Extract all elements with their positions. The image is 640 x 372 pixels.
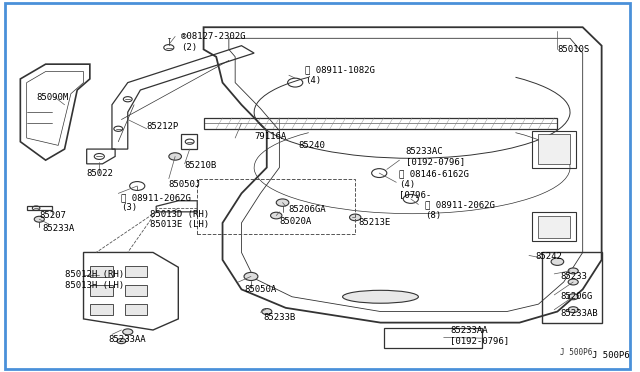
Text: Ⓢ 08146-6162G
(4)
[0796-: Ⓢ 08146-6162G (4) [0796- — [399, 169, 469, 199]
Circle shape — [271, 212, 282, 219]
Text: 85233: 85233 — [561, 272, 588, 281]
Text: Ⓝ 08911-2062G
(3): Ⓝ 08911-2062G (3) — [122, 193, 191, 212]
Bar — [125, 304, 147, 315]
Text: 85233AA
[0192-0796]: 85233AA [0192-0796] — [450, 326, 509, 345]
Bar — [532, 131, 577, 167]
Circle shape — [568, 307, 579, 312]
Circle shape — [262, 309, 272, 314]
Text: 85210B: 85210B — [184, 161, 217, 170]
Text: 85233AA: 85233AA — [109, 335, 147, 344]
Text: 85240: 85240 — [298, 141, 325, 150]
Text: J 500P6: J 500P6 — [560, 347, 592, 357]
Text: 85206G: 85206G — [561, 292, 593, 301]
Bar — [125, 285, 147, 296]
Circle shape — [551, 258, 564, 265]
Text: 85233B: 85233B — [264, 312, 296, 321]
Bar — [532, 212, 577, 241]
Text: 85050J: 85050J — [169, 180, 201, 189]
Circle shape — [276, 199, 289, 206]
Text: 85233AC
[0192-0796]: 85233AC [0192-0796] — [406, 147, 465, 166]
Bar — [90, 285, 113, 296]
Bar — [538, 215, 570, 238]
Text: 85213E: 85213E — [358, 218, 390, 227]
Circle shape — [123, 329, 133, 335]
Text: 79116A: 79116A — [254, 132, 286, 141]
Bar — [541, 253, 602, 323]
Circle shape — [169, 153, 182, 160]
Text: 85233AB: 85233AB — [561, 309, 598, 318]
Circle shape — [244, 272, 258, 280]
Text: 85207: 85207 — [39, 211, 66, 220]
Text: 85212P: 85212P — [147, 122, 179, 131]
Circle shape — [568, 268, 579, 274]
Bar — [383, 328, 481, 349]
Ellipse shape — [342, 290, 419, 303]
Circle shape — [349, 214, 361, 221]
Text: 85012H (RH)
85013H (LH): 85012H (RH) 85013H (LH) — [65, 270, 124, 290]
Text: Ⓝ 08911-1082G
(4): Ⓝ 08911-1082G (4) — [305, 65, 374, 85]
Circle shape — [568, 294, 579, 300]
Text: 85022: 85022 — [86, 169, 113, 177]
Text: 85010S: 85010S — [557, 45, 589, 54]
Bar — [182, 134, 197, 149]
Text: ®08127-2302G
(2): ®08127-2302G (2) — [182, 32, 246, 52]
Bar — [90, 304, 113, 315]
Text: 85233A: 85233A — [42, 224, 75, 233]
Circle shape — [35, 216, 44, 222]
Text: 85090M: 85090M — [36, 93, 68, 102]
Text: 85013D (RH)
85013E (LH): 85013D (RH) 85013E (LH) — [150, 209, 209, 229]
Circle shape — [568, 279, 579, 285]
Text: 85242: 85242 — [535, 251, 562, 261]
Circle shape — [117, 339, 126, 344]
Bar — [125, 266, 147, 277]
Bar — [538, 134, 570, 164]
Text: 85020A: 85020A — [280, 217, 312, 225]
Text: J 500P6: J 500P6 — [592, 351, 630, 360]
Bar — [90, 266, 113, 277]
Text: 85050A: 85050A — [244, 285, 277, 294]
Text: Ⓝ 08911-2062G
(8): Ⓝ 08911-2062G (8) — [425, 200, 495, 220]
Text: 85206GA: 85206GA — [289, 205, 326, 215]
